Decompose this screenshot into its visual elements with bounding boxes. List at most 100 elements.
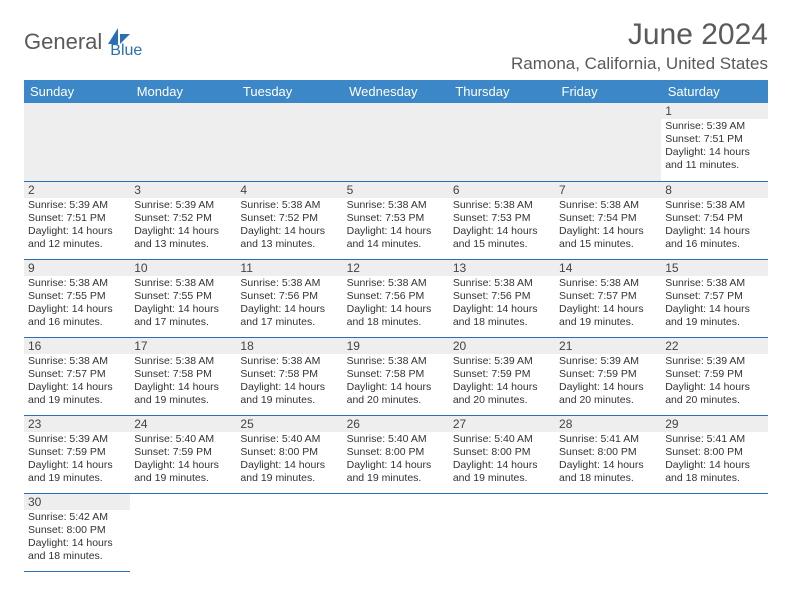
calendar-cell xyxy=(236,493,342,571)
day-number: 18 xyxy=(236,338,342,354)
calendar-cell: 10Sunrise: 5:38 AMSunset: 7:55 PMDayligh… xyxy=(130,259,236,337)
calendar-cell xyxy=(555,103,661,181)
sun-info: Sunrise: 5:38 AMSunset: 7:55 PMDaylight:… xyxy=(24,276,130,332)
calendar-cell xyxy=(449,103,555,181)
day-number: 4 xyxy=(236,182,342,198)
calendar-cell: 28Sunrise: 5:41 AMSunset: 8:00 PMDayligh… xyxy=(555,415,661,493)
location-text: Ramona, California, United States xyxy=(511,54,768,74)
sun-info: Sunrise: 5:40 AMSunset: 8:00 PMDaylight:… xyxy=(449,432,555,488)
sun-info: Sunrise: 5:38 AMSunset: 7:58 PMDaylight:… xyxy=(343,354,449,410)
calendar-cell: 13Sunrise: 5:38 AMSunset: 7:56 PMDayligh… xyxy=(449,259,555,337)
day-number: 20 xyxy=(449,338,555,354)
sun-info: Sunrise: 5:39 AMSunset: 7:59 PMDaylight:… xyxy=(555,354,661,410)
day-number: 17 xyxy=(130,338,236,354)
day-number: 6 xyxy=(449,182,555,198)
day-number: 30 xyxy=(24,494,130,510)
calendar-cell: 15Sunrise: 5:38 AMSunset: 7:57 PMDayligh… xyxy=(661,259,767,337)
calendar-cell: 5Sunrise: 5:38 AMSunset: 7:53 PMDaylight… xyxy=(343,181,449,259)
sun-info: Sunrise: 5:38 AMSunset: 7:52 PMDaylight:… xyxy=(236,198,342,254)
sun-info: Sunrise: 5:38 AMSunset: 7:57 PMDaylight:… xyxy=(555,276,661,332)
sun-info: Sunrise: 5:38 AMSunset: 7:55 PMDaylight:… xyxy=(130,276,236,332)
day-header: Saturday xyxy=(661,80,767,103)
day-header: Monday xyxy=(130,80,236,103)
brand-text-1: General xyxy=(24,29,102,55)
sun-info: Sunrise: 5:42 AMSunset: 8:00 PMDaylight:… xyxy=(24,510,130,566)
calendar-cell: 29Sunrise: 5:41 AMSunset: 8:00 PMDayligh… xyxy=(661,415,767,493)
day-number: 25 xyxy=(236,416,342,432)
calendar-cell: 2Sunrise: 5:39 AMSunset: 7:51 PMDaylight… xyxy=(24,181,130,259)
sun-info: Sunrise: 5:41 AMSunset: 8:00 PMDaylight:… xyxy=(555,432,661,488)
day-number: 14 xyxy=(555,260,661,276)
sun-info: Sunrise: 5:38 AMSunset: 7:57 PMDaylight:… xyxy=(661,276,767,332)
sun-info: Sunrise: 5:41 AMSunset: 8:00 PMDaylight:… xyxy=(661,432,767,488)
calendar-cell: 18Sunrise: 5:38 AMSunset: 7:58 PMDayligh… xyxy=(236,337,342,415)
calendar-cell: 8Sunrise: 5:38 AMSunset: 7:54 PMDaylight… xyxy=(661,181,767,259)
day-number: 29 xyxy=(661,416,767,432)
calendar-cell: 19Sunrise: 5:38 AMSunset: 7:58 PMDayligh… xyxy=(343,337,449,415)
calendar-cell: 14Sunrise: 5:38 AMSunset: 7:57 PMDayligh… xyxy=(555,259,661,337)
calendar-row: 2Sunrise: 5:39 AMSunset: 7:51 PMDaylight… xyxy=(24,181,768,259)
day-number: 2 xyxy=(24,182,130,198)
calendar-cell: 23Sunrise: 5:39 AMSunset: 7:59 PMDayligh… xyxy=(24,415,130,493)
calendar-cell xyxy=(343,103,449,181)
sun-info: Sunrise: 5:38 AMSunset: 7:56 PMDaylight:… xyxy=(449,276,555,332)
day-number: 24 xyxy=(130,416,236,432)
sun-info: Sunrise: 5:38 AMSunset: 7:54 PMDaylight:… xyxy=(661,198,767,254)
sun-info: Sunrise: 5:38 AMSunset: 7:58 PMDaylight:… xyxy=(130,354,236,410)
calendar-cell: 26Sunrise: 5:40 AMSunset: 8:00 PMDayligh… xyxy=(343,415,449,493)
day-number: 12 xyxy=(343,260,449,276)
sun-info: Sunrise: 5:39 AMSunset: 7:59 PMDaylight:… xyxy=(24,432,130,488)
calendar-cell xyxy=(236,103,342,181)
sun-info: Sunrise: 5:38 AMSunset: 7:58 PMDaylight:… xyxy=(236,354,342,410)
day-header: Tuesday xyxy=(236,80,342,103)
day-number: 1 xyxy=(661,103,767,119)
calendar-cell: 12Sunrise: 5:38 AMSunset: 7:56 PMDayligh… xyxy=(343,259,449,337)
calendar-row: 23Sunrise: 5:39 AMSunset: 7:59 PMDayligh… xyxy=(24,415,768,493)
day-number: 21 xyxy=(555,338,661,354)
day-number: 13 xyxy=(449,260,555,276)
day-number: 22 xyxy=(661,338,767,354)
calendar-cell: 27Sunrise: 5:40 AMSunset: 8:00 PMDayligh… xyxy=(449,415,555,493)
sun-info: Sunrise: 5:39 AMSunset: 7:51 PMDaylight:… xyxy=(661,119,767,175)
sun-info: Sunrise: 5:38 AMSunset: 7:53 PMDaylight:… xyxy=(449,198,555,254)
calendar-row: 9Sunrise: 5:38 AMSunset: 7:55 PMDaylight… xyxy=(24,259,768,337)
calendar-cell: 4Sunrise: 5:38 AMSunset: 7:52 PMDaylight… xyxy=(236,181,342,259)
day-number: 27 xyxy=(449,416,555,432)
calendar-cell xyxy=(449,493,555,571)
day-number: 9 xyxy=(24,260,130,276)
calendar-cell: 6Sunrise: 5:38 AMSunset: 7:53 PMDaylight… xyxy=(449,181,555,259)
day-number: 19 xyxy=(343,338,449,354)
day-number: 15 xyxy=(661,260,767,276)
title-block: June 2024 Ramona, California, United Sta… xyxy=(511,18,768,74)
day-number: 23 xyxy=(24,416,130,432)
sun-info: Sunrise: 5:38 AMSunset: 7:56 PMDaylight:… xyxy=(236,276,342,332)
sun-info: Sunrise: 5:39 AMSunset: 7:59 PMDaylight:… xyxy=(661,354,767,410)
calendar-cell: 7Sunrise: 5:38 AMSunset: 7:54 PMDaylight… xyxy=(555,181,661,259)
day-number: 8 xyxy=(661,182,767,198)
page-title: June 2024 xyxy=(511,18,768,52)
day-number: 10 xyxy=(130,260,236,276)
sun-info: Sunrise: 5:38 AMSunset: 7:53 PMDaylight:… xyxy=(343,198,449,254)
calendar-cell: 30Sunrise: 5:42 AMSunset: 8:00 PMDayligh… xyxy=(24,493,130,571)
brand-logo: General Blue xyxy=(24,24,142,60)
calendar-head: SundayMondayTuesdayWednesdayThursdayFrid… xyxy=(24,80,768,103)
calendar-row: 16Sunrise: 5:38 AMSunset: 7:57 PMDayligh… xyxy=(24,337,768,415)
calendar-cell: 16Sunrise: 5:38 AMSunset: 7:57 PMDayligh… xyxy=(24,337,130,415)
calendar-cell: 11Sunrise: 5:38 AMSunset: 7:56 PMDayligh… xyxy=(236,259,342,337)
calendar-cell: 1Sunrise: 5:39 AMSunset: 7:51 PMDaylight… xyxy=(661,103,767,181)
day-number: 11 xyxy=(236,260,342,276)
day-header: Thursday xyxy=(449,80,555,103)
calendar-cell xyxy=(661,493,767,571)
sun-info: Sunrise: 5:39 AMSunset: 7:59 PMDaylight:… xyxy=(449,354,555,410)
day-header: Wednesday xyxy=(343,80,449,103)
day-header: Friday xyxy=(555,80,661,103)
brand-text-2: Blue xyxy=(110,42,142,60)
calendar-cell: 21Sunrise: 5:39 AMSunset: 7:59 PMDayligh… xyxy=(555,337,661,415)
sun-info: Sunrise: 5:38 AMSunset: 7:56 PMDaylight:… xyxy=(343,276,449,332)
calendar-table: SundayMondayTuesdayWednesdayThursdayFrid… xyxy=(24,80,768,572)
calendar-cell: 17Sunrise: 5:38 AMSunset: 7:58 PMDayligh… xyxy=(130,337,236,415)
calendar-cell: 22Sunrise: 5:39 AMSunset: 7:59 PMDayligh… xyxy=(661,337,767,415)
calendar-cell: 9Sunrise: 5:38 AMSunset: 7:55 PMDaylight… xyxy=(24,259,130,337)
day-number: 5 xyxy=(343,182,449,198)
calendar-cell xyxy=(130,103,236,181)
